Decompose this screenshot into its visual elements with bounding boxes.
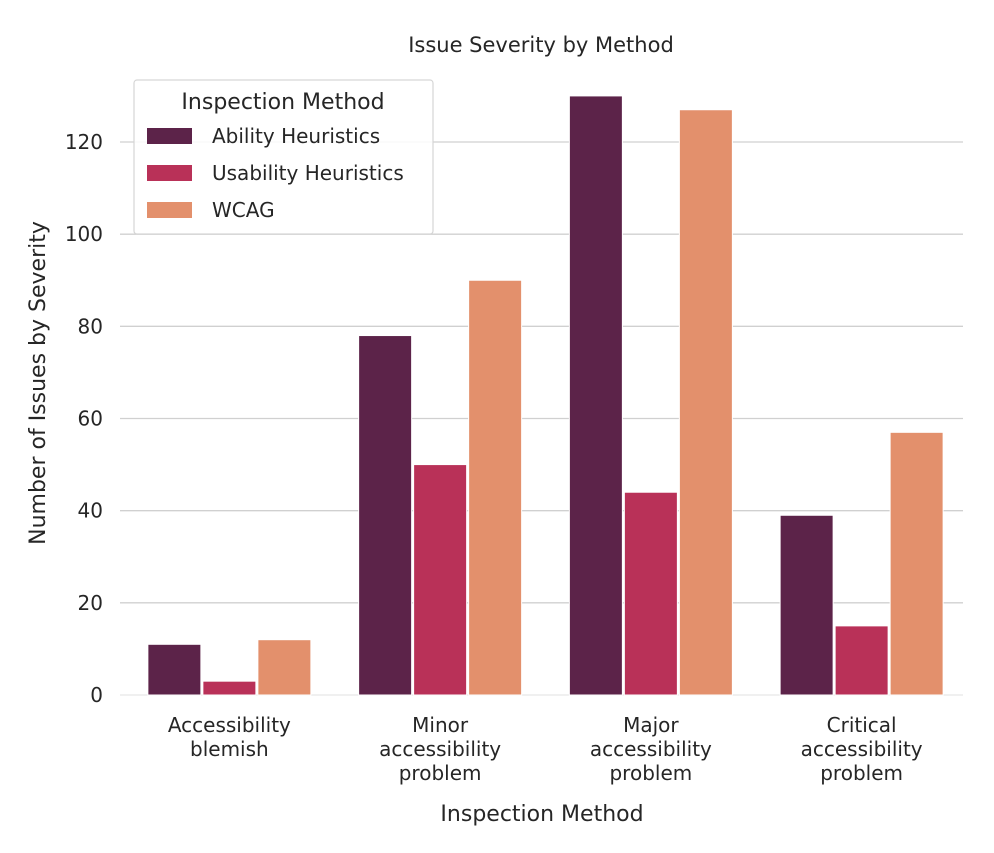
- legend: Inspection Method Ability Heuristics Usab…: [133, 79, 434, 235]
- legend-swatch: [147, 165, 192, 181]
- legend-label: Ability Heuristics: [212, 124, 380, 148]
- x-category-label-line: accessibility: [379, 737, 501, 761]
- y-tick-label: 100: [65, 222, 103, 246]
- legend-swatch: [147, 202, 192, 218]
- y-tick-label: 0: [90, 683, 103, 707]
- legend-label: WCAG: [212, 198, 275, 222]
- legend-label: Usability Heuristics: [212, 161, 404, 185]
- x-category-label-line: Accessibility: [168, 713, 291, 737]
- x-category-label-line: Major: [623, 713, 679, 737]
- x-category-label-line: Minor: [412, 713, 469, 737]
- bar: [889, 431, 944, 696]
- y-tick-label: 20: [78, 591, 103, 615]
- bar: [568, 95, 623, 696]
- x-category-label: Major accessibility problem: [590, 713, 712, 785]
- x-category-label: Minor accessibility problem: [379, 713, 501, 785]
- y-tick-label: 60: [78, 407, 103, 431]
- x-category-label: Critical accessibility problem: [801, 713, 923, 785]
- bars: [147, 95, 944, 696]
- x-category-label-line: problem: [609, 761, 692, 785]
- x-category-label-line: Critical: [827, 713, 897, 737]
- legend-swatch: [147, 128, 192, 144]
- x-category-label-line: accessibility: [590, 737, 712, 761]
- legend-title: Inspection Method: [181, 90, 384, 115]
- bar: [413, 464, 468, 696]
- bar: [468, 279, 523, 696]
- bar: [834, 625, 889, 696]
- chart-title: Issue Severity by Method: [408, 33, 674, 57]
- x-axis-label: Inspection Method: [440, 802, 643, 827]
- bar: [202, 680, 257, 696]
- bar: [779, 514, 834, 696]
- bar: [257, 639, 312, 696]
- bar: [358, 335, 413, 696]
- x-category-label-line: problem: [399, 761, 482, 785]
- bar: [147, 643, 202, 696]
- x-category-label-line: accessibility: [801, 737, 923, 761]
- x-category-label: Accessibility blemish: [168, 713, 291, 761]
- legend-box: [133, 79, 434, 235]
- y-tick-label: 120: [65, 130, 103, 154]
- bar: [623, 491, 678, 696]
- legend-items: Ability Heuristics Usability Heuristics WC…: [147, 124, 404, 222]
- x-category-label-line: problem: [820, 761, 903, 785]
- y-tick-label: 80: [78, 314, 103, 338]
- bar: [678, 109, 733, 696]
- y-axis-label: Number of Issues by Severity: [26, 221, 51, 545]
- y-tick-label: 40: [78, 499, 103, 523]
- y-axis-ticks: 0 20 40 60 80 100 120: [65, 130, 103, 707]
- x-category-label-line: blemish: [190, 737, 269, 761]
